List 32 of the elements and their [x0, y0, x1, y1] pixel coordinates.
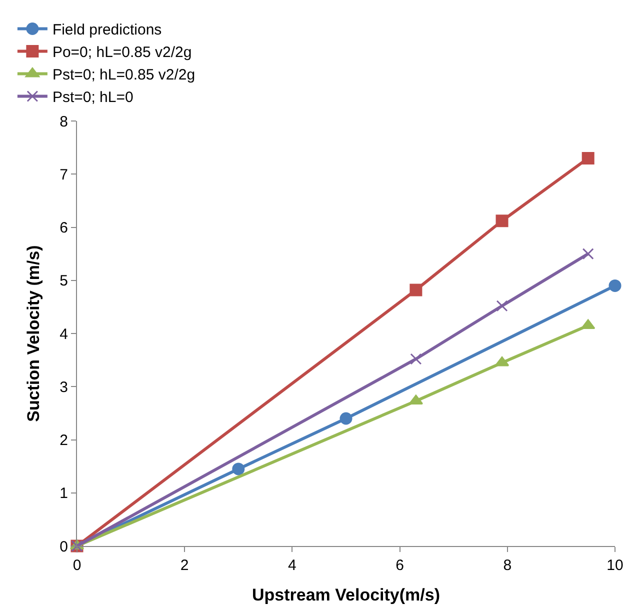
point: [232, 462, 245, 476]
x-tick-label: 10: [606, 557, 624, 574]
legend-label: Pst=0; hL=0.85 v2/2g: [52, 66, 196, 84]
y-tick-label: 4: [60, 326, 68, 343]
point: [340, 412, 352, 425]
point: [494, 356, 510, 366]
x-tick-label: 8: [503, 557, 512, 574]
point: [410, 353, 422, 365]
y-tick-label: 0: [60, 538, 68, 556]
y-tick-label: 5: [60, 272, 68, 290]
point: [582, 248, 594, 260]
point: [496, 214, 508, 228]
y-axis-title: Suction Velocity (m/s): [24, 245, 44, 422]
point: [496, 300, 508, 312]
y-tick-label: 6: [60, 220, 68, 236]
x-tick-label: 0: [72, 557, 82, 574]
x-tick-label: 2: [180, 557, 189, 574]
legend-label: Pst=0; hL=0: [52, 89, 134, 106]
legend-label: Po=0; hL=0.85 v2/2g: [52, 44, 192, 62]
y-tick-label: 7: [60, 166, 68, 184]
y-tick-label: 8: [60, 113, 68, 130]
y-tick-label: 3: [60, 378, 68, 396]
point: [581, 319, 596, 330]
x-tick-label: 4: [288, 557, 296, 574]
point: [608, 279, 622, 292]
x-tick-label: 6: [396, 557, 404, 574]
x-axis-title: Upstream Velocity(m/s): [252, 585, 440, 604]
point: [410, 284, 422, 296]
legend-label: Field predictions: [52, 22, 162, 39]
y-tick-label: 2: [60, 432, 68, 449]
y-tick-label: 1: [60, 485, 68, 502]
point: [582, 152, 594, 164]
